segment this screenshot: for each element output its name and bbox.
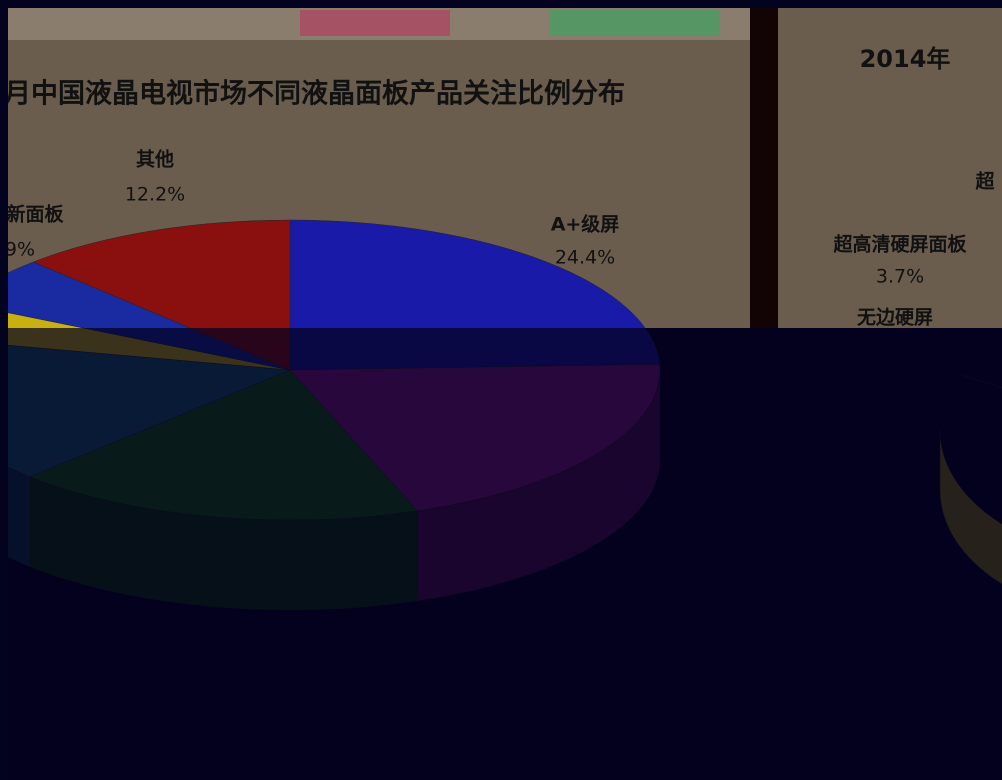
annotation: 新面板 [6,203,64,226]
slice-label: 超高清硬屏面板 [832,233,967,256]
chart-title: 月中国液晶电视市场不同液晶面板产品关注比例分布 [3,78,625,110]
value-label: 24.4% [555,247,615,269]
chart-title: 2014年 [860,45,951,73]
noise-block [550,10,720,36]
divider [750,8,778,328]
dark-overlay [8,328,1002,780]
value-label: 12.2% [125,184,185,206]
annotation: 9% [5,239,35,261]
slice-label: 其他 [136,148,174,171]
panel-right [778,8,1002,328]
annotation: 超 [974,170,995,193]
value-label: 3.7% [876,266,924,288]
annotation: 无边硬屏 [857,307,933,329]
slice-label: A+级屏 [551,213,620,236]
noise-block [300,10,450,36]
